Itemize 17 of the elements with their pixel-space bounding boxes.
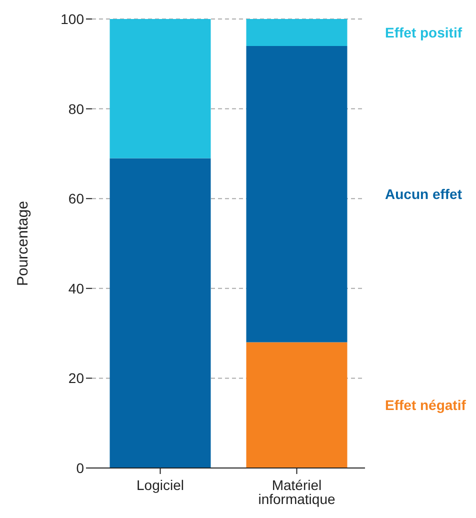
text: Effet négatif <box>385 397 466 414</box>
bar <box>110 19 211 158</box>
y-tick-label: 60 <box>68 190 84 207</box>
y-axis-title: Pourcentage <box>14 200 32 286</box>
x-tick-label: Logiciel <box>136 476 184 493</box>
y-tick-label: 40 <box>68 280 84 296</box>
x-tick-label: Matériel informatique <box>258 476 336 507</box>
bar <box>110 158 211 468</box>
bar <box>246 342 348 468</box>
y-tick-label: 20 <box>68 370 84 386</box>
text: Aucun effet <box>385 186 462 202</box>
bar <box>246 46 348 342</box>
y-tick-label: 100 <box>60 10 84 27</box>
bar <box>246 19 348 46</box>
y-tick-label: 80 <box>68 100 84 117</box>
text: Effet positif <box>385 24 462 40</box>
y-tick-label: 0 <box>76 460 84 476</box>
